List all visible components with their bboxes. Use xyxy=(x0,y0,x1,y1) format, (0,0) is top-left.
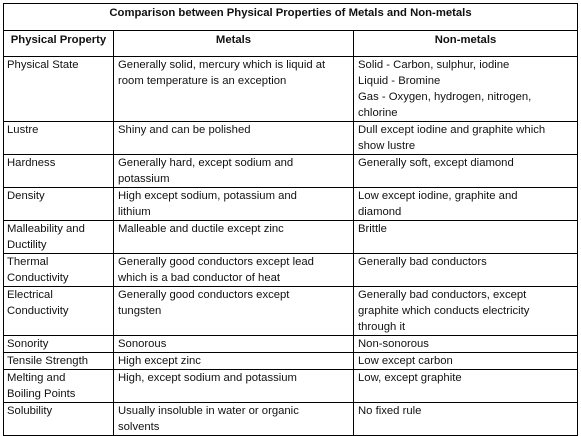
nonmetals-cell: Generally bad conductors xyxy=(352,253,579,287)
table-row: Sonority Sonorous Non-sonorous xyxy=(3,335,579,353)
header-nonmetals: Non-metals xyxy=(352,30,579,57)
nonmetals-cell: Dull except iodine and graphite which sh… xyxy=(352,121,579,155)
metals-cell: Sonorous xyxy=(113,335,354,353)
metals-cell: High except zinc xyxy=(113,352,354,370)
property-cell: Lustre xyxy=(3,121,114,155)
metals-cell: Malleable and ductile except zinc xyxy=(113,220,354,254)
nonmetals-cell: Low except iodine, graphite and diamond xyxy=(352,187,579,221)
table-row: Tensile Strength High except zinc Low ex… xyxy=(3,352,579,370)
title-row: Comparison between Physical Properties o… xyxy=(2,3,579,31)
table-row: Thermal Conductivity Generally good cond… xyxy=(3,253,579,287)
table-row: Melting and Boiling Points High, except … xyxy=(3,369,579,403)
property-cell: Sonority xyxy=(3,335,114,353)
metals-cell: Shiny and can be polished xyxy=(113,121,354,155)
nonmetals-cell: Generally bad conductors, except graphit… xyxy=(352,286,579,336)
metals-cell: Generally good conductors except lead wh… xyxy=(113,253,354,287)
table-row: Solubility Usually insoluble in water or… xyxy=(3,402,579,436)
nonmetals-cell: No fixed rule xyxy=(352,402,579,436)
header-row: Physical Property Metals Non-metals xyxy=(3,30,579,57)
nonmetals-cell: Brittle xyxy=(352,220,579,254)
comparison-table: Comparison between Physical Properties o… xyxy=(2,3,579,436)
metals-cell: Usually insoluble in water or organic so… xyxy=(113,402,354,436)
metals-cell: High, except sodium and potassium xyxy=(113,369,354,403)
nonmetals-cell: Low, except graphite xyxy=(352,369,579,403)
metals-cell: High except sodium, potassium and lithiu… xyxy=(113,187,354,221)
table-row: Density High except sodium, potassium an… xyxy=(3,187,579,221)
header-metals: Metals xyxy=(113,30,354,57)
table-row: Hardness Generally hard, except sodium a… xyxy=(3,154,579,188)
property-cell: Solubility xyxy=(3,402,114,436)
table-row: Physical State Generally solid, mercury … xyxy=(3,56,579,122)
metals-cell: Generally good conductors except tungste… xyxy=(113,286,354,336)
table-row: Malleability and Ductility Malleable and… xyxy=(3,220,579,254)
metals-cell: Generally solid, mercury which is liquid… xyxy=(113,56,354,122)
nonmetals-cell: Low except carbon xyxy=(352,352,579,370)
property-cell: Thermal Conductivity xyxy=(3,253,114,287)
table-title: Comparison between Physical Properties o… xyxy=(2,3,579,31)
property-cell: Melting and Boiling Points xyxy=(3,369,114,403)
property-cell: Density xyxy=(3,187,114,221)
nonmetals-cell: Solid - Carbon, sulphur, iodine Liquid -… xyxy=(352,56,579,122)
property-cell: Malleability and Ductility xyxy=(3,220,114,254)
property-cell: Electrical Conductivity xyxy=(3,286,114,336)
nonmetals-cell: Generally soft, except diamond xyxy=(352,154,579,188)
header-property: Physical Property xyxy=(3,30,114,57)
property-cell: Physical State xyxy=(3,56,114,122)
property-cell: Tensile Strength xyxy=(3,352,114,370)
table-row: Lustre Shiny and can be polished Dull ex… xyxy=(3,121,579,155)
property-cell: Hardness xyxy=(3,154,114,188)
metals-cell: Generally hard, except sodium and potass… xyxy=(113,154,354,188)
table-row: Electrical Conductivity Generally good c… xyxy=(3,286,579,336)
nonmetals-cell: Non-sonorous xyxy=(352,335,579,353)
